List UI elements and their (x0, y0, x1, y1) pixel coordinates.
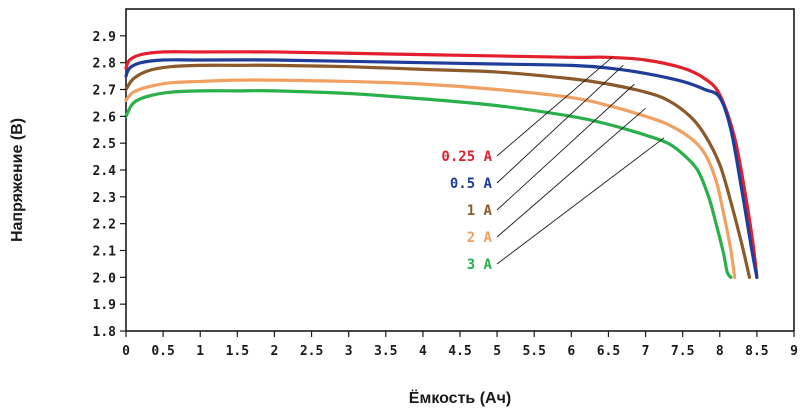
series-line-3 (124, 78, 737, 279)
x-tick-label: 5.5 (522, 344, 545, 359)
y-tick-label: 2.9 (93, 30, 116, 45)
legend-label: 1 A (467, 203, 493, 219)
legend-label: 0.5 A (450, 176, 493, 192)
series-layer (124, 50, 759, 279)
y-tick-label: 2.8 (93, 57, 117, 72)
x-tick-label: 7.5 (671, 344, 694, 359)
x-tick-label: 5 (493, 344, 501, 359)
x-tick-label: 8.5 (745, 344, 768, 359)
callout-leader-line (496, 56, 613, 157)
series-line-1 (124, 58, 759, 279)
x-tick-label: 4.5 (448, 344, 471, 359)
y-tick-label: 1.9 (93, 298, 116, 313)
callout-leader-line (496, 107, 646, 238)
y-tick-label: 2.7 (93, 84, 116, 99)
x-tick-label: 6.5 (597, 344, 620, 359)
x-tick-label: 0.5 (151, 344, 174, 359)
x-tick-label: 3 (345, 344, 353, 359)
x-tick-label: 0 (122, 344, 130, 359)
x-tick-label: 2.5 (300, 344, 323, 359)
y-axis-title: Напряжение (В) (9, 118, 26, 242)
callout-leader-line (496, 65, 624, 184)
x-tick-label: 4 (419, 344, 427, 359)
callout-leader-line (496, 137, 665, 265)
y-tick-label: 2.0 (93, 271, 117, 286)
y-tick-label: 2.1 (93, 245, 117, 260)
callout-layer: 0.25 A 0.5 A 1 A 2 A 3 A (441, 56, 665, 273)
series-line-0 (124, 50, 759, 279)
plot-frame (125, 8, 795, 332)
y-tick-label: 2.4 (93, 164, 117, 179)
y-tick-label: 2.2 (93, 218, 116, 233)
legend-label: 0.25 A (441, 149, 492, 165)
x-tick-label: 8 (716, 344, 724, 359)
ticks-layer: 0 0.5 1 1.5 2 2.5 3 3.5 4 4.5 5 5.5 6 6.5 7 7.5 8 8.5 9 1.8… (93, 30, 798, 359)
x-tick-label: 6 (567, 344, 575, 359)
x-tick-label: 1.5 (226, 344, 249, 359)
x-tick-label: 3.5 (374, 344, 397, 359)
series-line-2 (124, 63, 752, 279)
series-line-4 (124, 89, 733, 279)
callout-leader-line (496, 83, 635, 211)
legend-label: 2 A (467, 230, 493, 246)
y-tick-label: 1.8 (93, 325, 117, 340)
legend-label: 3 A (467, 257, 493, 273)
x-tick-label: 9 (790, 344, 798, 359)
x-tick-label: 7 (642, 344, 650, 359)
y-tick-label: 2.5 (93, 137, 116, 152)
x-tick-label: 1 (196, 344, 204, 359)
y-tick-label: 2.3 (93, 191, 116, 206)
x-tick-label: 2 (271, 344, 279, 359)
y-tick-label: 2.6 (93, 110, 117, 125)
x-axis-title: Ёмкость (Ач) (409, 389, 511, 407)
plot-area (125, 8, 795, 332)
